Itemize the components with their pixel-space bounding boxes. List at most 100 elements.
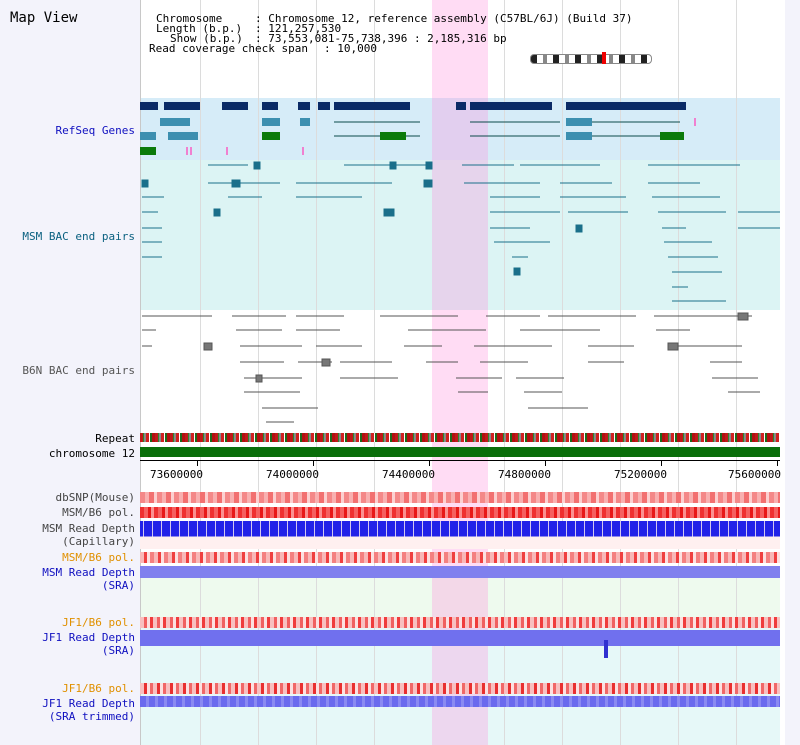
track-label-jf1-depth-sra-1[interactable]: JF1 Read Depth: [42, 631, 135, 644]
axis-tick-label: 75600000: [728, 468, 781, 481]
grid-line: [504, 0, 505, 745]
gene-feature[interactable]: [456, 102, 466, 110]
bac-end: [423, 179, 433, 188]
track-label-msm-b6-pol-1[interactable]: MSM/B6 pol.: [62, 506, 135, 519]
chromosome-bar[interactable]: [140, 447, 780, 457]
axis-tick: [545, 460, 546, 466]
gene-marker: [186, 147, 188, 155]
gene-feature[interactable]: [334, 102, 410, 110]
refseq-genes: [140, 102, 686, 110]
track-label-jf1-depth-trim-2: (SRA trimmed): [48, 710, 135, 723]
track-label-dbsnp[interactable]: dbSNP(Mouse): [55, 491, 135, 504]
track-label-msm-depth-cap-2: (Capillary): [62, 535, 135, 548]
grid-line: [200, 0, 201, 745]
axis-tick-label: 73600000: [150, 468, 203, 481]
gene-feature[interactable]: [168, 132, 198, 140]
chromosome-key: Chromosome: [156, 12, 223, 25]
coverage-value: : 10,000: [324, 42, 377, 55]
axis-tick-label: 74400000: [382, 468, 435, 481]
bac-end: [667, 342, 679, 351]
jf1-depth-sra-dip: [604, 640, 608, 658]
chromosome-value: : Chromosome 12, reference assembly (C57…: [255, 12, 633, 25]
msm-depth-capillary-spikes: [140, 521, 780, 549]
bac-end: [737, 312, 749, 321]
msm-b6-pol-heatmap-2[interactable]: [140, 552, 780, 563]
show-key: Show (b.p.): [170, 32, 243, 45]
axis-tick: [429, 460, 430, 466]
grid-line: [316, 0, 317, 745]
msm-depth-sra[interactable]: [140, 566, 780, 578]
track-label-jf1-depth-trim-1[interactable]: JF1 Read Depth: [42, 697, 135, 710]
jf1-depth-sra[interactable]: [140, 630, 780, 646]
gene-feature[interactable]: [566, 132, 592, 140]
track-label-msm-b6-pol-2[interactable]: MSM/B6 pol.: [62, 551, 135, 564]
axis-tick: [197, 460, 198, 466]
gene-feature[interactable]: [318, 102, 330, 110]
bac-end: [141, 179, 149, 188]
track-label-jf1-b6-pol-2[interactable]: JF1/B6 pol.: [62, 682, 135, 695]
jf1-b6-pol-heatmap-1[interactable]: [140, 617, 780, 628]
gene-feature[interactable]: [222, 102, 248, 110]
b6n-bac-pairs: [142, 312, 760, 423]
gene-feature[interactable]: [660, 132, 684, 140]
track-label-chromosome[interactable]: chromosome 12: [48, 447, 135, 460]
jf1-b6-pol-heatmap-2[interactable]: [140, 683, 780, 694]
grid-line: [562, 0, 563, 745]
refseq-gene-lines: [334, 121, 680, 137]
grid-line: [620, 0, 621, 745]
msm-b6-pol-heatmap-1[interactable]: [140, 507, 780, 518]
grid-line: [258, 0, 259, 745]
dbsnp-heatmap[interactable]: [140, 492, 780, 503]
axis-baseline: [140, 460, 780, 461]
gene-feature[interactable]: [140, 132, 156, 140]
bac-end: [231, 179, 241, 188]
ideogram-position-marker: [602, 52, 606, 64]
track-label-jf1-b6-pol-1[interactable]: JF1/B6 pol.: [62, 616, 135, 629]
gene-feature[interactable]: [262, 132, 280, 140]
msm-bac-pairs: [141, 161, 780, 302]
grid-line: [678, 0, 679, 745]
track-label-msm-depth-sra-2: (SRA): [101, 579, 135, 592]
axis-tick-label: 75200000: [614, 468, 667, 481]
axis-tick-label: 74800000: [498, 468, 551, 481]
gene-feature[interactable]: [164, 102, 200, 110]
bac-end: [389, 161, 397, 170]
show-value: : 73,553,081-75,738,396 : 2,185,316 bp: [255, 32, 507, 45]
page-title: Map View: [10, 10, 78, 26]
track-label-repeat[interactable]: Repeat: [95, 432, 135, 445]
bac-end: [203, 342, 213, 351]
gene-marker: [302, 147, 304, 155]
length-value: : 121,257,530: [255, 22, 342, 35]
gene-feature[interactable]: [262, 102, 278, 110]
coverage-key: Read coverage check span: [149, 42, 308, 55]
grid-line: [736, 0, 737, 745]
gene-marker: [226, 147, 228, 155]
track-label-refseq[interactable]: RefSeq Genes: [55, 124, 135, 137]
jf1-depth-trimmed[interactable]: [140, 696, 780, 707]
track-label-msm-depth-sra-1[interactable]: MSM Read Depth: [42, 566, 135, 579]
bac-end: [255, 374, 263, 383]
gene-feature[interactable]: [470, 102, 552, 110]
gene-feature[interactable]: [140, 147, 156, 155]
gene-feature[interactable]: [380, 132, 406, 140]
gene-feature[interactable]: [298, 102, 310, 110]
gene-feature[interactable]: [262, 118, 280, 126]
axis-tick: [661, 460, 662, 466]
chromosome-ideogram[interactable]: [530, 54, 652, 64]
refseq-pink-ticks: [186, 118, 696, 155]
track-label-msm-depth-cap-1[interactable]: MSM Read Depth: [42, 522, 135, 535]
length-key: Length (b.p.): [156, 22, 243, 35]
gene-feature[interactable]: [160, 118, 190, 126]
gene-feature[interactable]: [300, 118, 310, 126]
gene-feature[interactable]: [140, 102, 158, 110]
track-label-msm-bac[interactable]: MSM BAC end pairs: [22, 230, 135, 243]
track-label-b6n-bac[interactable]: B6N BAC end pairs: [22, 364, 135, 377]
gene-marker: [190, 147, 192, 155]
gene-feature[interactable]: [566, 102, 686, 110]
grid-line: [374, 0, 375, 745]
bac-end: [575, 224, 583, 233]
msm-bac-band: [140, 160, 780, 310]
repeat-track[interactable]: [140, 433, 780, 442]
gene-feature[interactable]: [566, 118, 592, 126]
